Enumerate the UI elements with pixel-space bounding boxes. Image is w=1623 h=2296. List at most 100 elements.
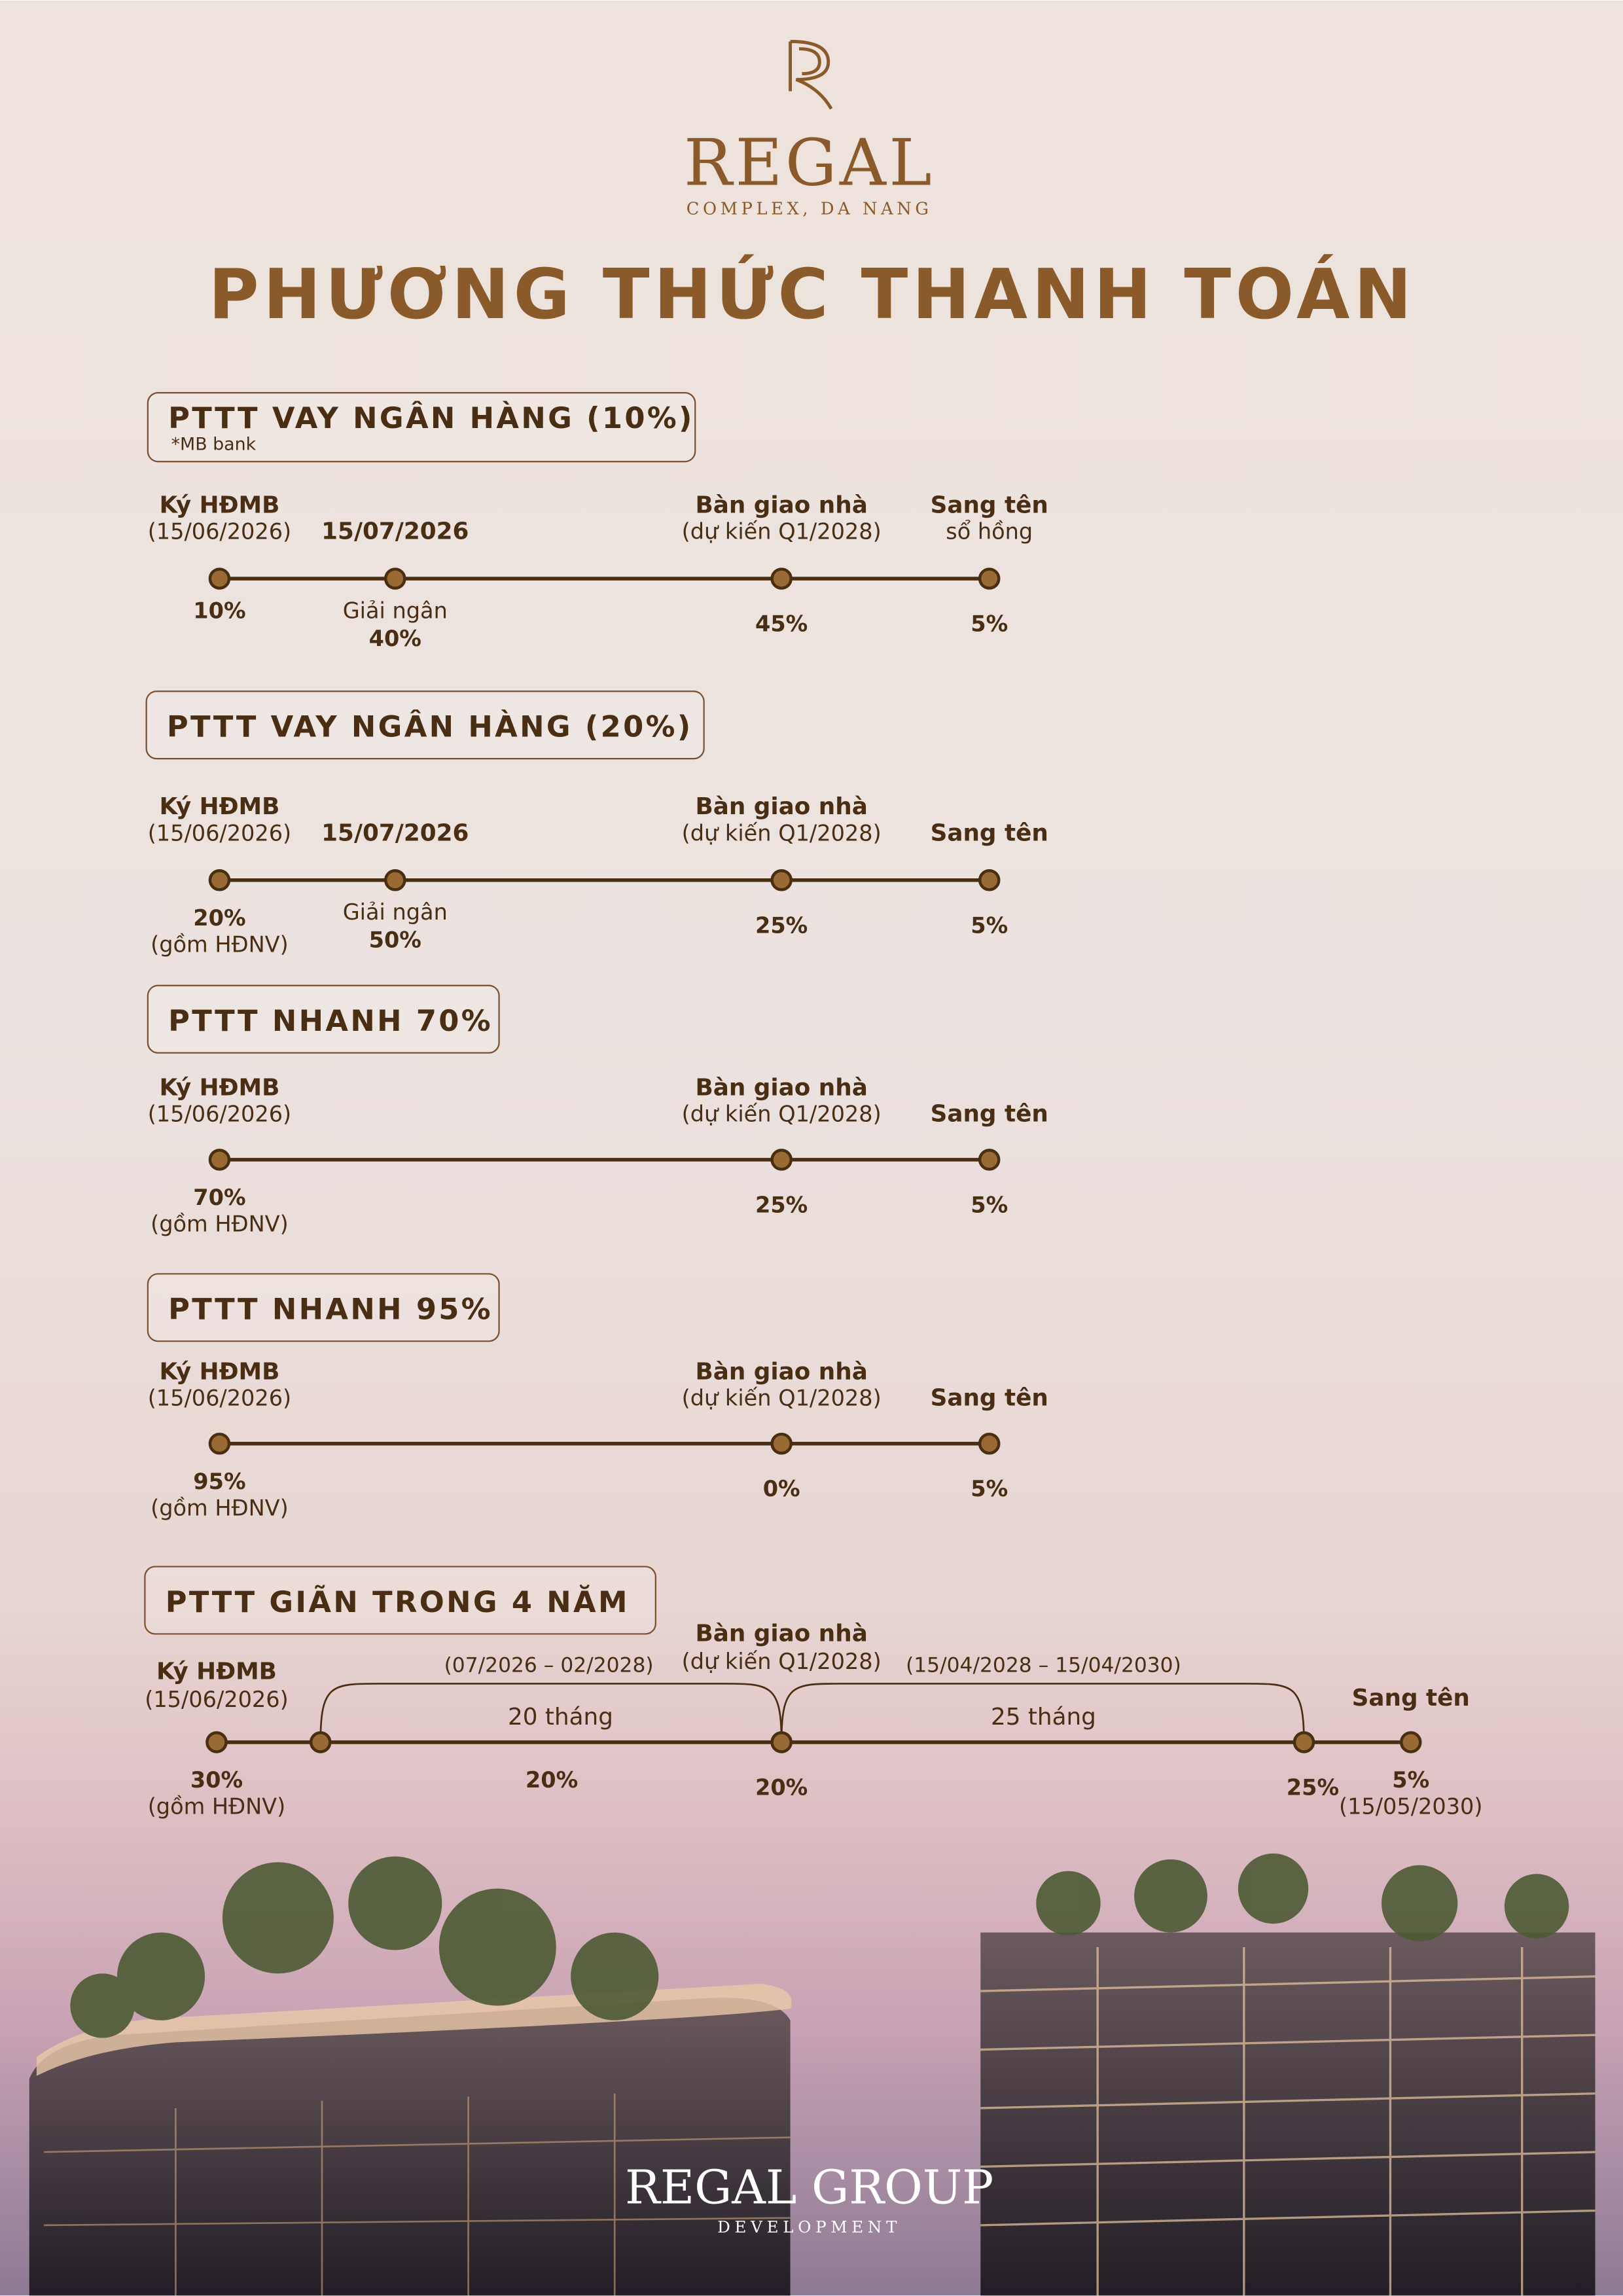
milestone-label: Sang tên — [931, 1101, 1048, 1128]
milestone-sublabel: (15/06/2026) — [145, 1687, 288, 1712]
page-title: PHƯƠNG THỨC THANH TOÁN — [209, 254, 1416, 334]
milestone-dot — [384, 567, 406, 590]
milestone-value: 45% — [755, 611, 808, 637]
milestone-sublabel: (dự kiến Q1/2028) — [682, 1649, 882, 1674]
plan-title: PTTT VAY NGÂN HÀNG (20%) — [167, 709, 693, 744]
plan-box — [147, 984, 500, 1054]
milestone-label: Ký HĐMB — [159, 1358, 279, 1385]
milestone-sublabel: (dự kiến Q1/2028) — [682, 1386, 882, 1411]
milestone-dot — [208, 567, 231, 590]
milestone-sublabel: (dự kiến Q1/2028) — [682, 1102, 882, 1127]
milestone-label: Bàn giao nhà — [695, 1074, 867, 1101]
milestone-label: Sang tên — [931, 492, 1048, 518]
milestone-value: 5% — [971, 912, 1008, 938]
building-right — [980, 1853, 1596, 2296]
milestone-dot — [208, 1149, 231, 1171]
period-value: 20% — [526, 1767, 578, 1793]
period-arc — [319, 1683, 783, 1742]
period-range: (15/04/2028 – 15/04/2030) — [906, 1654, 1181, 1677]
milestone-value: 0% — [763, 1476, 800, 1501]
value-note: (gồm HĐNV) — [151, 1495, 289, 1520]
milestone-value: 5% — [971, 1476, 1008, 1501]
milestone-dot — [205, 1731, 228, 1753]
milestone-value: 25% — [1287, 1774, 1339, 1800]
milestone-value: 40% — [369, 626, 421, 651]
plan-box — [144, 1566, 656, 1635]
value-note: (15/05/2030) — [1339, 1793, 1482, 1819]
value-note: (gồm HĐNV) — [151, 1211, 289, 1236]
milestone-label: Sang tên — [931, 1385, 1048, 1412]
plan-box — [147, 391, 696, 463]
milestone-value: 10% — [193, 598, 245, 623]
milestone-value: 50% — [369, 927, 421, 953]
milestone-value: 95% — [193, 1469, 245, 1494]
milestone-value: 70% — [193, 1185, 245, 1210]
footer-brand: REGAL GROUP — [625, 2160, 993, 2214]
milestone-dot — [978, 1432, 1001, 1455]
milestone-label: Sang tên — [931, 819, 1048, 846]
milestone-label: Bàn giao nhà — [695, 1621, 867, 1647]
milestone-sublabel: (15/06/2026) — [148, 1102, 291, 1127]
value-caption: Giải ngân — [343, 899, 448, 925]
milestone-dot — [208, 869, 231, 891]
milestone-label: 15/07/2026 — [321, 518, 469, 545]
milestone-value: 30% — [190, 1767, 243, 1793]
milestone-label: Bàn giao nhà — [695, 793, 867, 820]
milestone-label: Bàn giao nhà — [695, 1358, 867, 1385]
brand-location: COMPLEX, DA NANG — [687, 199, 933, 219]
plan-title: PTTT GIÃN TRONG 4 NĂM — [166, 1585, 630, 1619]
milestone-value: 5% — [971, 1192, 1008, 1217]
period-duration: 20 tháng — [508, 1704, 613, 1731]
plan-title: PTTT VAY NGÂN HÀNG (10%) — [168, 401, 694, 435]
milestone-dot — [208, 1432, 231, 1455]
milestone-label: Ký HĐMB — [156, 1659, 277, 1685]
footer-tagline: DEVELOPMENT — [717, 2217, 901, 2236]
milestone-dot — [978, 567, 1001, 590]
milestone-dot — [770, 1731, 793, 1753]
milestone-sublabel: (dự kiến Q1/2028) — [682, 519, 882, 545]
milestone-value: 5% — [1392, 1767, 1429, 1793]
milestone-dot — [770, 869, 793, 891]
period-duration: 25 tháng — [991, 1704, 1096, 1731]
building-left — [29, 1856, 792, 2296]
milestone-value: 25% — [755, 1192, 808, 1217]
milestone-label: Ký HĐMB — [159, 1074, 279, 1101]
milestone-label: 15/07/2026 — [321, 819, 469, 846]
milestone-label: Ký HĐMB — [159, 492, 279, 518]
value-note: (gồm HĐNV) — [151, 931, 289, 957]
period-arc — [780, 1683, 1305, 1742]
milestone-value: 20% — [193, 905, 245, 931]
milestone-value: 25% — [755, 912, 808, 938]
milestone-dot — [770, 567, 793, 590]
period-range: (07/2026 – 02/2028) — [444, 1654, 654, 1677]
plan-title: PTTT NHANH 95% — [168, 1292, 493, 1327]
milestone-dot — [978, 1149, 1001, 1171]
milestone-dot — [1399, 1731, 1422, 1753]
milestone-sublabel: (15/06/2026) — [148, 820, 291, 846]
plan-note: *MB bank — [171, 434, 257, 454]
plan-box — [145, 691, 705, 760]
value-caption: Giải ngân — [343, 598, 448, 623]
milestone-dot — [384, 869, 406, 891]
milestone-dot — [1293, 1731, 1315, 1753]
milestone-sublabel: (15/06/2026) — [148, 1386, 291, 1411]
milestone-sublabel: (dự kiến Q1/2028) — [682, 820, 882, 846]
brand: REGAL — [684, 126, 935, 201]
milestone-dot — [770, 1432, 793, 1455]
milestone-dot — [978, 869, 1001, 891]
milestone-label: Sang tên — [1352, 1685, 1470, 1712]
milestone-label: Ký HĐMB — [159, 793, 279, 820]
milestone-value: 5% — [971, 611, 1008, 637]
milestone-dot — [770, 1149, 793, 1171]
plan-box — [147, 1273, 500, 1342]
milestone-sublabel: (15/06/2026) — [148, 519, 291, 545]
value-note: (gồm HĐNV) — [148, 1793, 286, 1819]
milestone-value: 20% — [755, 1774, 808, 1800]
milestone-label: Bàn giao nhà — [695, 492, 867, 518]
milestone-dot — [309, 1731, 332, 1753]
plan-title: PTTT NHANH 70% — [168, 1003, 493, 1038]
milestone-sublabel: sổ hồng — [946, 519, 1033, 545]
logo-mark — [789, 39, 833, 110]
